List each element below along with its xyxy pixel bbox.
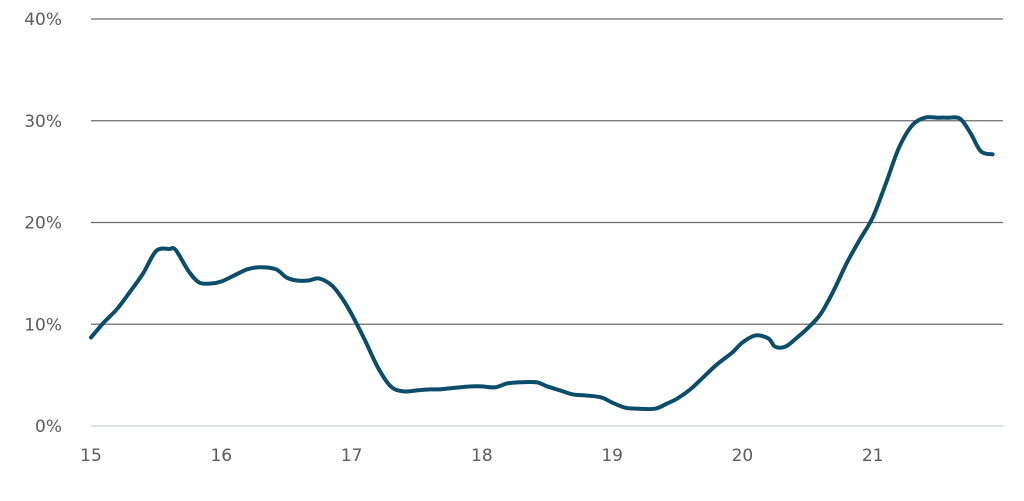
- y-tick-label: 20%: [24, 214, 62, 234]
- x-tick-label: 15: [80, 446, 102, 466]
- gridlines: [91, 18, 1003, 427]
- y-tick-label: 40%: [24, 10, 62, 30]
- x-axis-ticks: 15 16 17 18 19 20 21: [80, 446, 883, 466]
- y-axis-ticks: 0% 10% 20% 30% 40%: [24, 10, 62, 437]
- x-tick-label: 20: [732, 446, 754, 466]
- x-tick-label: 17: [341, 446, 363, 466]
- y-tick-label: 0%: [35, 417, 62, 437]
- x-tick-label: 19: [601, 446, 623, 466]
- x-tick-label: 16: [210, 446, 232, 466]
- x-tick-label: 21: [862, 446, 884, 466]
- y-tick-label: 10%: [24, 315, 62, 335]
- y-tick-label: 30%: [24, 112, 62, 132]
- series-layer: [89, 115, 995, 412]
- series-line: [89, 115, 995, 412]
- x-tick-label: 18: [471, 446, 493, 466]
